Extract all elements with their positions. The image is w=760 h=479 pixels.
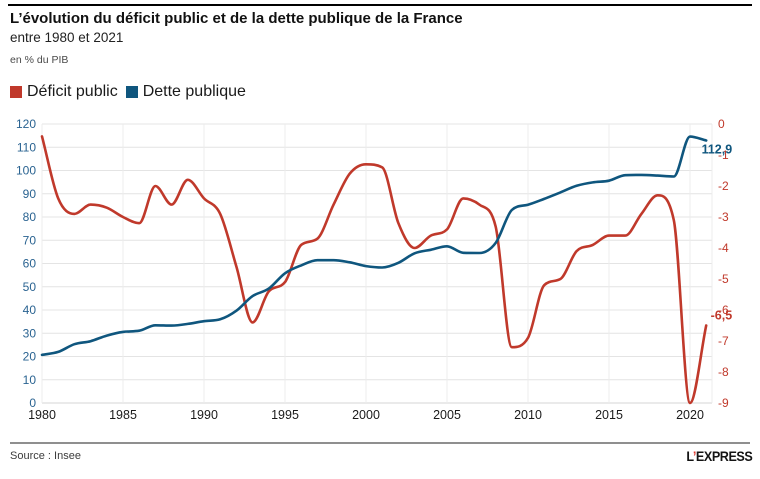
y-axis-left-tick-label: 100 [16, 164, 36, 178]
y-axis-left-tick-label: 110 [17, 140, 36, 154]
y-axis-left-tick-label: 0 [29, 396, 36, 410]
y-axis-left-tick-label: 30 [23, 326, 37, 340]
x-axis-tick-label: 1995 [271, 408, 299, 422]
top-divider [8, 4, 752, 6]
y-axis-right-tick-label: -9 [718, 396, 729, 410]
source-label: Source : Insee [10, 450, 81, 462]
x-axis-tick-label: 2015 [595, 408, 623, 422]
debt-swatch-icon [125, 86, 138, 98]
y-axis-left-tick-label: 70 [23, 233, 37, 247]
y-axis-left-tick-label: 120 [16, 117, 36, 131]
x-axis-tick-label: 2020 [676, 408, 704, 422]
y-axis-right-tick-label: -5 [718, 272, 729, 286]
y-axis-right-tick-label: -4 [718, 241, 729, 255]
debt-curve [40, 135, 708, 357]
y-axis-left-tick-label: 50 [23, 280, 37, 294]
y-axis-left-tick-label: 90 [23, 187, 37, 201]
y-axis-left-tick-label: 60 [23, 257, 37, 271]
y-axis-left-tick-label: 20 [23, 350, 37, 364]
legend-item-deficit: Déficit public [10, 83, 118, 101]
y-axis-right-tick-label: -8 [718, 365, 729, 379]
legend-item-debt: Dette publique [125, 83, 246, 101]
y-axis-left-tick-label: 80 [23, 210, 37, 224]
chart-legend: Déficit public Dette publique [10, 83, 254, 101]
y-axis-right-tick-label: -1 [718, 148, 729, 162]
y-axis-right-tick-label: -2 [718, 179, 729, 193]
y-axis-left-tick-label: 10 [23, 373, 37, 387]
lexpress-logo: L’EXPRESS [686, 448, 752, 464]
x-axis-tick-label: 2005 [433, 408, 461, 422]
deficit-swatch-icon [10, 86, 22, 98]
logo-apostrophe: ’ [692, 448, 697, 464]
y-axis-right-tick-label: 0 [718, 117, 725, 131]
legend-label-deficit: Déficit public [27, 83, 118, 100]
y-axis-right-tick-label: -7 [718, 334, 729, 348]
deficit-curve [40, 135, 708, 405]
footer-divider [10, 442, 750, 444]
x-axis-tick-label: 1985 [109, 408, 137, 422]
debt-value-annotation: 112,9 [702, 143, 733, 157]
x-axis-tick-label: 1980 [28, 408, 56, 422]
y-axis-right-tick-label: -6 [718, 303, 729, 317]
legend-label-debt: Dette publique [142, 83, 246, 100]
page-title: L’évolution du déficit public et de la d… [10, 10, 463, 27]
deficit-value-annotation: -6,5 [711, 309, 733, 323]
x-axis-tick-label: 2010 [514, 408, 542, 422]
y-axis-left-tick-label: 40 [23, 303, 37, 317]
x-axis-tick-label: 2000 [352, 408, 380, 422]
x-axis-tick-label: 1990 [190, 408, 218, 422]
unit-label: en % du PIB [10, 54, 69, 66]
y-axis-right-tick-label: -3 [718, 210, 729, 224]
page-subtitle: entre 1980 et 2021 [10, 30, 124, 45]
